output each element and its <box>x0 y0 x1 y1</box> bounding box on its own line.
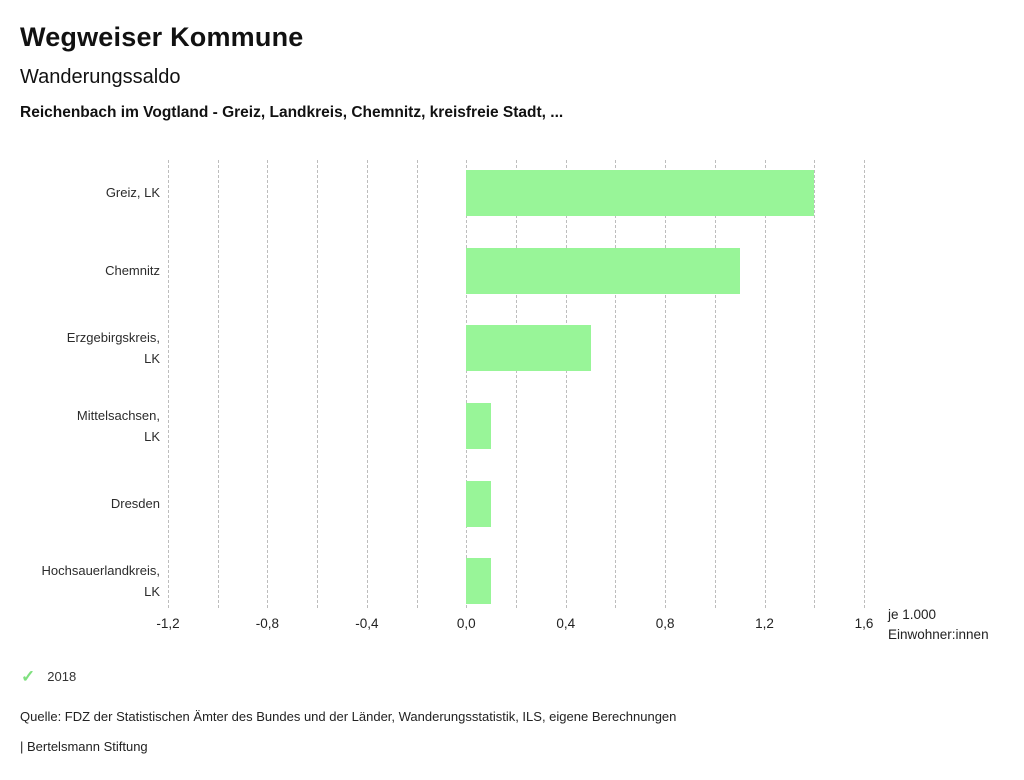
category-label-dresden: Dresden <box>0 465 160 543</box>
bar-greiz-lk[interactable] <box>466 169 815 216</box>
category-label-hochsauerlandkreis-lk: Hochsauerlandkreis, LK <box>0 542 160 620</box>
category-label-line: Hochsauerlandkreis, <box>41 563 160 579</box>
chart-subtitle: Reichenbach im Vogtland - Greiz, Landkre… <box>20 104 564 121</box>
x-tick--1,2: -1,2 <box>156 616 180 631</box>
bar-erzgebirgskreis-lk[interactable] <box>466 325 591 372</box>
category-label-mittelsachsen-lk: Mittelsachsen, LK <box>0 387 160 465</box>
bar-row-dresden <box>168 465 864 543</box>
bar-row-greiz-lk <box>168 154 864 232</box>
x-tick-0,8: 0,8 <box>655 616 675 631</box>
bar-chemnitz[interactable] <box>466 247 740 294</box>
category-label-erzgebirgskreis-lk: Erzgebirgskreis, LK <box>0 309 160 387</box>
bar-row-mittelsachsen-lk <box>168 387 864 465</box>
gridline-1.6 <box>864 160 865 608</box>
bar-row-erzgebirgskreis-lk <box>168 309 864 387</box>
category-label-greiz-lk: Greiz, LK <box>0 154 160 232</box>
category-label-line: Chemnitz <box>105 263 160 278</box>
source-text: Quelle: FDZ der Statistischen Ämter des … <box>20 709 677 724</box>
plot-area <box>168 154 865 620</box>
category-label-line: Erzgebirgskreis, <box>66 330 160 346</box>
category-label-line: LK <box>144 428 160 444</box>
chart-title: Wanderungssaldo <box>20 66 181 88</box>
bar-mittelsachsen-lk[interactable] <box>466 402 492 449</box>
check-icon: ✓ <box>21 667 36 686</box>
x-axis-tick-labels: -1,2 -0,8 -0,4 0,0 0,4 0,8 1,2 1,6 <box>156 616 873 634</box>
x-tick--0,8: -0,8 <box>255 616 280 631</box>
bar-row-chemnitz <box>168 232 864 310</box>
app-title: Wegweiser Kommune <box>20 22 304 52</box>
x-tick--0,4: -0,4 <box>355 616 379 631</box>
bar-dresden[interactable] <box>466 480 492 527</box>
category-label-line: LK <box>144 351 160 367</box>
legend-item-2018[interactable]: ✓ 2018 <box>21 668 76 685</box>
category-label-chemnitz: Chemnitz <box>0 232 160 310</box>
branding-text: | Bertelsmann Stiftung <box>20 739 148 754</box>
x-tick-1,6: 1,6 <box>854 616 874 631</box>
x-axis-unit-line2: Einwohner:innen <box>888 627 989 642</box>
x-tick-0,0: 0,0 <box>456 616 476 631</box>
category-axis-labels: Greiz, LK Chemnitz Erzgebirgskreis, LK Mitte… <box>0 154 160 620</box>
category-label-line: Mittelsachsen, <box>76 407 160 423</box>
bar-hochsauerlandkreis-lk[interactable] <box>466 558 492 605</box>
x-tick-0,4: 0,4 <box>556 616 576 631</box>
x-tick-1,2: 1,2 <box>755 616 774 631</box>
x-axis-unit-line1: je 1.000 <box>888 607 937 622</box>
bar-rows <box>168 154 864 620</box>
x-axis-unit-label: je 1.000 Einwohner:innen <box>888 605 989 645</box>
category-label-line: Greiz, LK <box>105 185 160 201</box>
category-label-line: Dresden <box>110 496 160 512</box>
bar-row-hochsauerlandkreis-lk <box>168 542 864 620</box>
legend-label: 2018 <box>47 669 77 684</box>
category-label-line: LK <box>144 584 160 600</box>
